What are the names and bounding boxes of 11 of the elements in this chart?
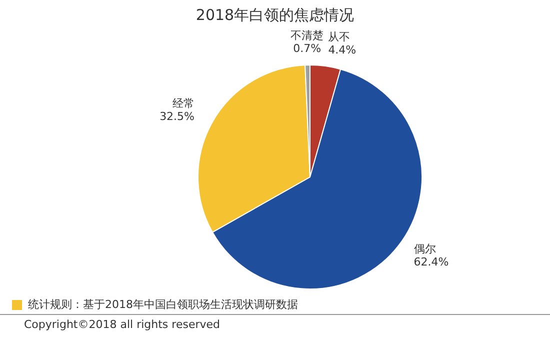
- text: 统计规则：基于2018年中国白领职场生活现状调研数据: [28, 297, 298, 312]
- slice-label: 偶尔: [414, 242, 436, 256]
- data-label: 0.7%: [293, 42, 322, 56]
- slice-label: 不清楚: [290, 29, 324, 42]
- slice-label: 经常: [172, 97, 195, 110]
- slice-label: 从不: [328, 30, 350, 44]
- chart-title: 2018年白领的焦虑情况: [194, 6, 356, 25]
- data-label: 62.4%: [414, 256, 449, 269]
- data-label: 32.5%: [160, 110, 195, 124]
- text: Copyright©2018 all rights reserved: [24, 318, 220, 331]
- data-label: 4.4%: [328, 43, 356, 56]
